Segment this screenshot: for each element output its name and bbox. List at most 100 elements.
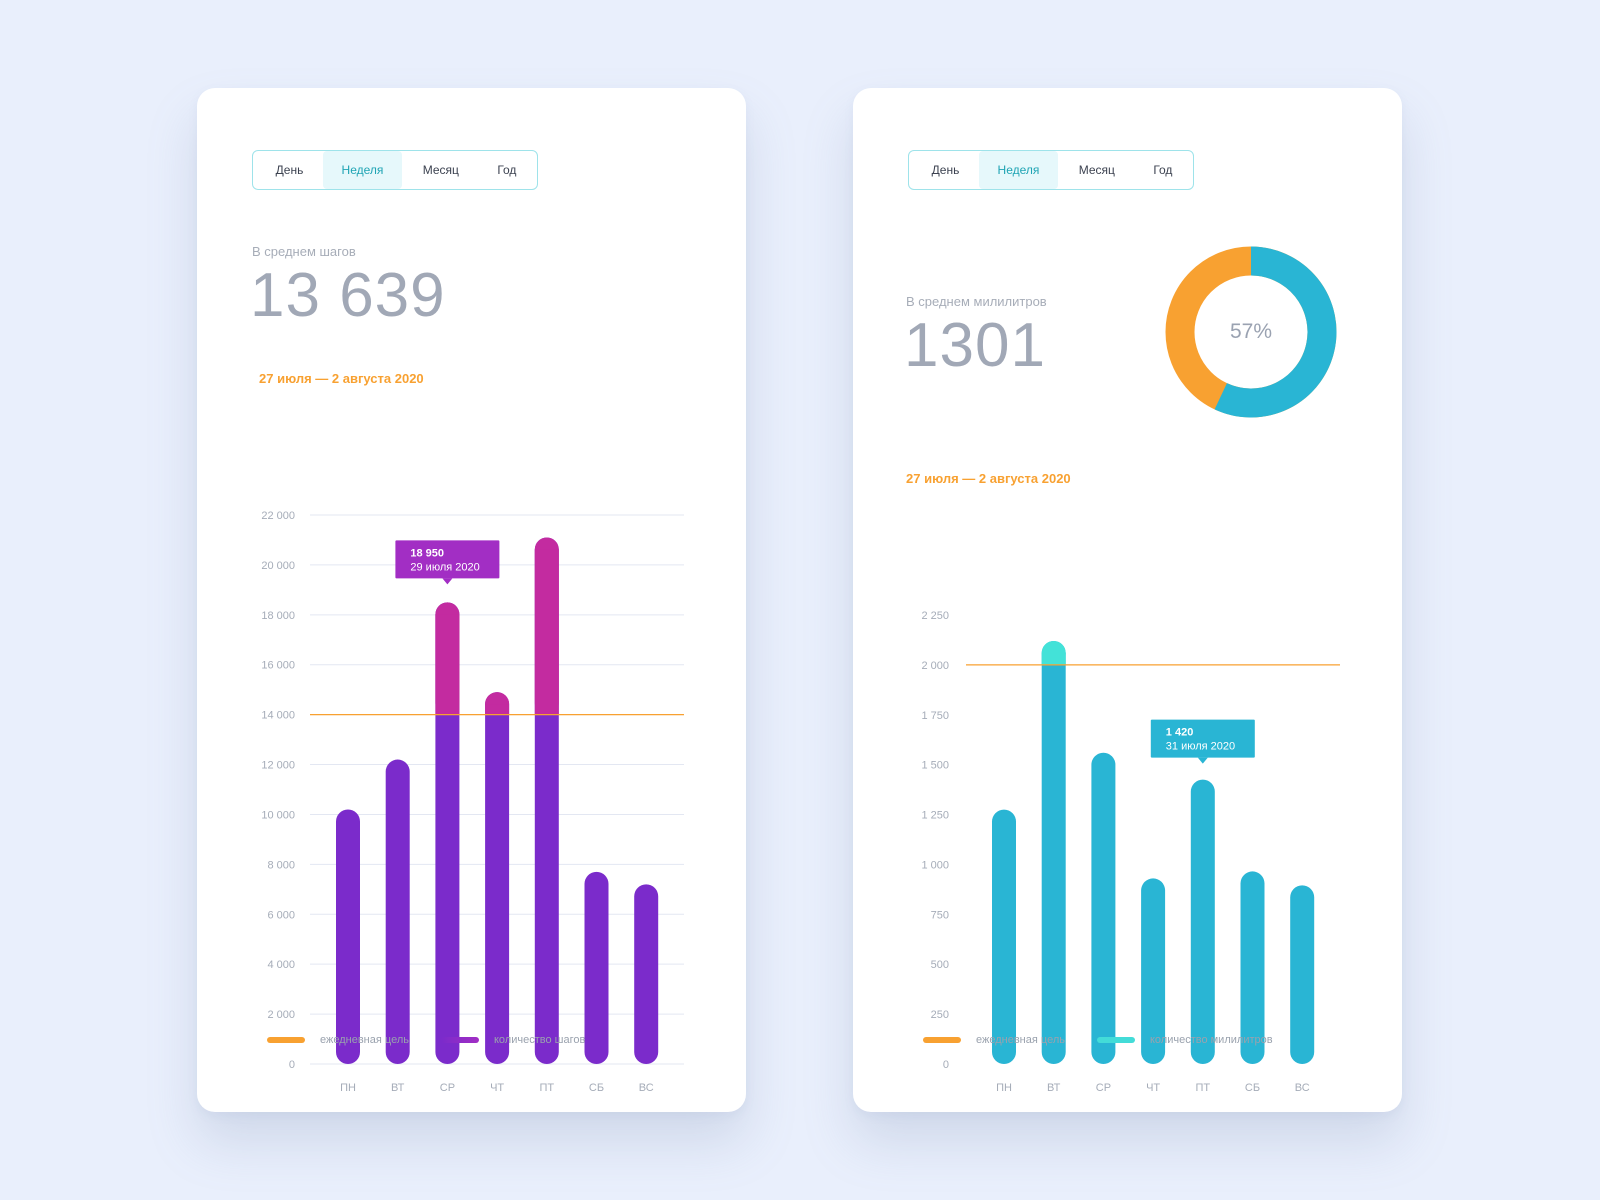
tab-day[interactable]: День — [931, 163, 960, 177]
legend-goal-swatch — [267, 1037, 305, 1043]
bar-over-goal-fill — [1041, 652, 1066, 666]
y-tick-label: 2 250 — [921, 610, 949, 622]
bar-over-goal-fill — [435, 614, 460, 716]
donut-progress — [1214, 246, 1337, 418]
bar — [584, 871, 609, 1064]
y-tick-label: 250 — [931, 1009, 949, 1021]
y-tick-label: 750 — [931, 909, 949, 921]
tab-year[interactable]: Год — [1153, 163, 1173, 177]
date-range: 27 июля — 2 августа 2020 — [906, 471, 1071, 486]
y-tick-label: 18 000 — [261, 610, 295, 622]
bar — [1041, 640, 1066, 1064]
donut-percent-label: 57% — [1229, 320, 1273, 343]
x-tick-label: ЧТ — [490, 1082, 504, 1094]
legend-series-label: количество милилитров — [1149, 1034, 1273, 1046]
tooltip: 1 420 31 июля 2020 — [1150, 719, 1255, 764]
bar — [992, 809, 1016, 1064]
x-tick-label: ПН — [340, 1082, 356, 1094]
bar — [336, 809, 360, 1064]
bar — [435, 602, 460, 1064]
y-tick-label: 20 000 — [261, 560, 295, 572]
y-tick-label: 2 000 — [921, 660, 949, 672]
tooltip-date: 31 июля 2020 — [1166, 741, 1235, 753]
legend: ежедневная цель количество шагов — [267, 1034, 617, 1046]
y-tick-label: 4 000 — [267, 959, 295, 971]
legend-series-swatch — [1096, 1037, 1135, 1043]
tab-year[interactable]: Год — [497, 163, 517, 177]
x-tick-label: ЧТ — [1146, 1082, 1160, 1094]
y-tick-label: 1 250 — [921, 810, 949, 822]
y-tick-label: 12 000 — [261, 760, 295, 772]
bar-over-goal-fill — [534, 549, 559, 716]
legend-series-label: количество шагов — [493, 1034, 586, 1046]
bar — [1290, 885, 1315, 1064]
y-tick-label: 10 000 — [261, 809, 295, 821]
tooltip-box — [1150, 719, 1255, 758]
average-value: 1301 — [904, 311, 1046, 380]
y-tick-label: 2 000 — [267, 1009, 295, 1021]
steps-card: День Неделя Месяц Год В среднем шагов 13… — [197, 88, 746, 1112]
bar — [1190, 779, 1215, 1064]
y-tick-label: 14 000 — [261, 710, 295, 722]
bar — [1240, 871, 1265, 1064]
water-card: День Неделя Месяц Год В среднем милилитр… — [853, 88, 1402, 1112]
y-tick-label: 8 000 — [267, 859, 295, 871]
average-label: В среднем шагов — [252, 244, 356, 259]
legend: ежедневная цель количество милилитров — [923, 1034, 1305, 1046]
legend-goal: ежедневная цель — [923, 1034, 1065, 1046]
tooltip: 18 950 29 июля 2020 — [395, 540, 500, 585]
legend-goal-label: ежедневная цель — [320, 1034, 409, 1046]
bar — [385, 759, 410, 1064]
water-bar-chart: 0 250 500 750 1 000 1 250 1 500 1 750 2 000 2 250… — [921, 610, 1340, 1094]
tab-week[interactable]: Неделя — [979, 151, 1058, 189]
average-value: 13 639 — [250, 261, 446, 330]
tooltip-pointer — [1197, 757, 1208, 764]
tab-month[interactable]: Месяц — [422, 163, 459, 177]
tab-month[interactable]: Месяц — [1078, 163, 1115, 177]
x-tick-label: СР — [1096, 1082, 1111, 1094]
tooltip-value: 1 420 — [1166, 727, 1194, 739]
tooltip-date: 29 июля 2020 — [410, 561, 479, 573]
bar — [1091, 752, 1116, 1064]
legend-series: количество милилитров — [1096, 1034, 1273, 1046]
bar — [1141, 878, 1166, 1064]
legend-series: количество шагов — [440, 1034, 586, 1046]
tooltip-pointer — [442, 578, 453, 585]
tab-week[interactable]: Неделя — [323, 151, 402, 189]
bar — [485, 692, 510, 1064]
goal-donut-chart — [1165, 246, 1337, 418]
x-tick-label: ВС — [1295, 1082, 1310, 1094]
x-tick-label: ПН — [996, 1082, 1012, 1094]
y-tick-label: 0 — [289, 1059, 295, 1071]
y-tick-label: 500 — [931, 959, 949, 971]
y-tick-label: 0 — [943, 1059, 949, 1071]
x-tick-label: СБ — [1245, 1082, 1260, 1094]
x-tick-label: ВС — [639, 1082, 654, 1094]
x-tick-label: СР — [440, 1082, 455, 1094]
legend-goal: ежедневная цель — [267, 1034, 409, 1046]
date-range: 27 июля — 2 августа 2020 — [259, 371, 424, 386]
tooltip-box — [395, 540, 500, 579]
legend-goal-swatch — [923, 1037, 961, 1043]
y-tick-label: 16 000 — [261, 660, 295, 672]
period-selector: День Неделя Месяц Год — [908, 150, 1194, 190]
tooltip-value: 18 950 — [410, 547, 444, 559]
tab-day[interactable]: День — [275, 163, 304, 177]
period-selector: День Неделя Месяц Год — [252, 150, 538, 190]
x-tick-label: ВТ — [391, 1082, 405, 1094]
y-tick-label: 1 750 — [921, 710, 949, 722]
y-tick-label: 1 000 — [921, 859, 949, 871]
x-tick-label: ВТ — [1047, 1082, 1061, 1094]
bar-over-goal-fill — [485, 704, 510, 716]
x-tick-label: ПТ — [539, 1082, 554, 1094]
legend-goal-label: ежедневная цель — [976, 1034, 1065, 1046]
y-tick-label: 22 000 — [261, 510, 295, 522]
y-tick-label: 6 000 — [267, 909, 295, 921]
legend-series-swatch — [440, 1037, 479, 1043]
steps-bar-chart: 0 2 000 4 000 6 000 8 000 10 000 12 000 14 000 1… — [261, 510, 684, 1094]
x-tick-label: ПТ — [1195, 1082, 1210, 1094]
y-tick-label: 1 500 — [921, 760, 949, 772]
bar — [634, 884, 659, 1064]
average-label: В среднем милилитров — [906, 294, 1047, 309]
x-tick-label: СБ — [589, 1082, 604, 1094]
